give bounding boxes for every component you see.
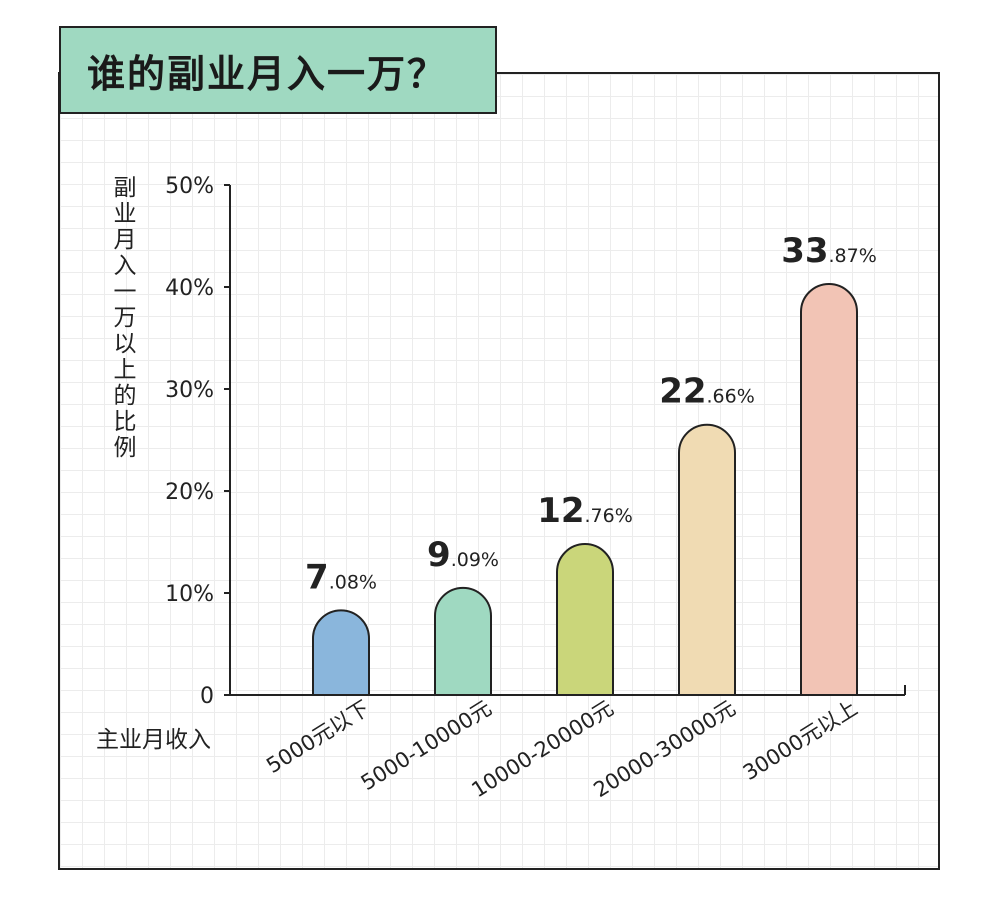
y-tick-label: 0	[200, 684, 214, 709]
x-category-label-5: 30000元以上	[739, 696, 862, 785]
bar-5	[800, 282, 858, 696]
bar-3	[556, 543, 614, 696]
value-label-5: 33.87%	[781, 231, 877, 271]
y-axis-label: 副业月入一万以上的比例	[113, 175, 137, 461]
title-box: 谁的副业月入一万？	[59, 26, 497, 114]
bar-4	[678, 423, 736, 696]
chart-title: 谁的副业月入一万？	[87, 51, 448, 96]
x-axis-label: 主业月收入	[96, 727, 211, 753]
value-label-4: 22.66%	[659, 372, 755, 412]
value-label-3: 12.76%	[537, 491, 633, 531]
y-tick-label: 40%	[165, 276, 214, 301]
bar-1	[312, 609, 370, 696]
y-tick-label: 50%	[165, 174, 214, 199]
value-label-1: 7.08%	[305, 557, 377, 597]
y-tick-label: 30%	[165, 378, 214, 403]
bar-2	[434, 586, 492, 696]
y-tick-label: 20%	[165, 480, 214, 505]
x-category-label-1: 5000元以下	[262, 696, 373, 778]
y-tick-label: 10%	[165, 582, 214, 607]
value-label-2: 9.09%	[427, 535, 499, 575]
chart-card	[58, 72, 940, 870]
